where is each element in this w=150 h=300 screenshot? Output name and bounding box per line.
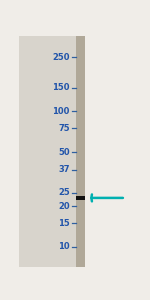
Text: 150: 150 (52, 83, 70, 92)
Text: 50: 50 (58, 148, 70, 157)
Text: 37: 37 (58, 165, 70, 174)
Text: 10: 10 (58, 242, 70, 251)
Bar (76, 196, 85, 200)
Text: 75: 75 (58, 124, 70, 133)
Bar (19, 36, 85, 267)
Bar (76, 36, 85, 267)
Text: 25: 25 (58, 188, 70, 197)
Text: 20: 20 (58, 202, 70, 211)
Text: 100: 100 (52, 107, 70, 116)
Text: 15: 15 (58, 219, 70, 228)
Text: 250: 250 (52, 53, 70, 62)
